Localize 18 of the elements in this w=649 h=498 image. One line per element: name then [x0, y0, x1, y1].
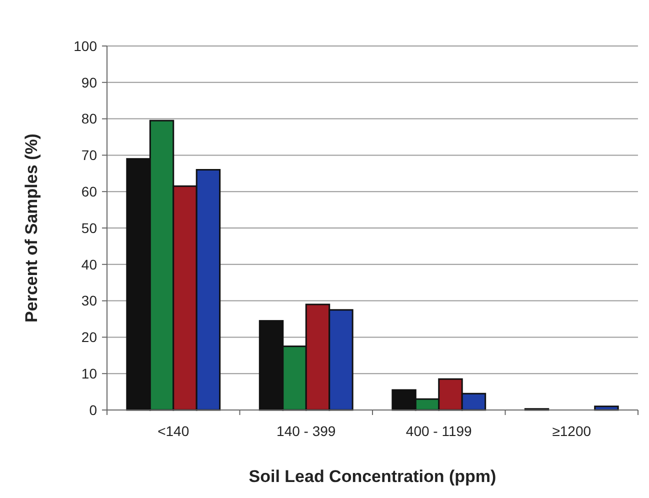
- y-tick-label: 80: [81, 110, 98, 127]
- y-tick-label: 0: [89, 402, 98, 418]
- y-tick-label: 20: [81, 329, 98, 346]
- x-tick-label: 400 - 1199: [406, 423, 472, 439]
- y-tick-label: 60: [81, 184, 98, 200]
- y-tick-label: 100: [74, 38, 98, 54]
- y-tick-label: 30: [81, 292, 98, 309]
- x-tick-label: ≥1200: [552, 423, 592, 439]
- y-tick-label: 90: [81, 74, 98, 90]
- x-tick-label: 140 - 399: [276, 423, 336, 439]
- y-tick-label: 40: [81, 256, 98, 272]
- x-axis-title: Soil Lead Concentration (ppm): [248, 467, 496, 486]
- y-tick-label: 70: [81, 147, 98, 164]
- y-tick-label: 50: [81, 220, 98, 236]
- x-tick-label: <140: [158, 423, 190, 439]
- y-axis-title: Percent of Samples (%): [22, 134, 41, 322]
- y-tick-label: 10: [81, 366, 98, 382]
- bar: [594, 406, 619, 411]
